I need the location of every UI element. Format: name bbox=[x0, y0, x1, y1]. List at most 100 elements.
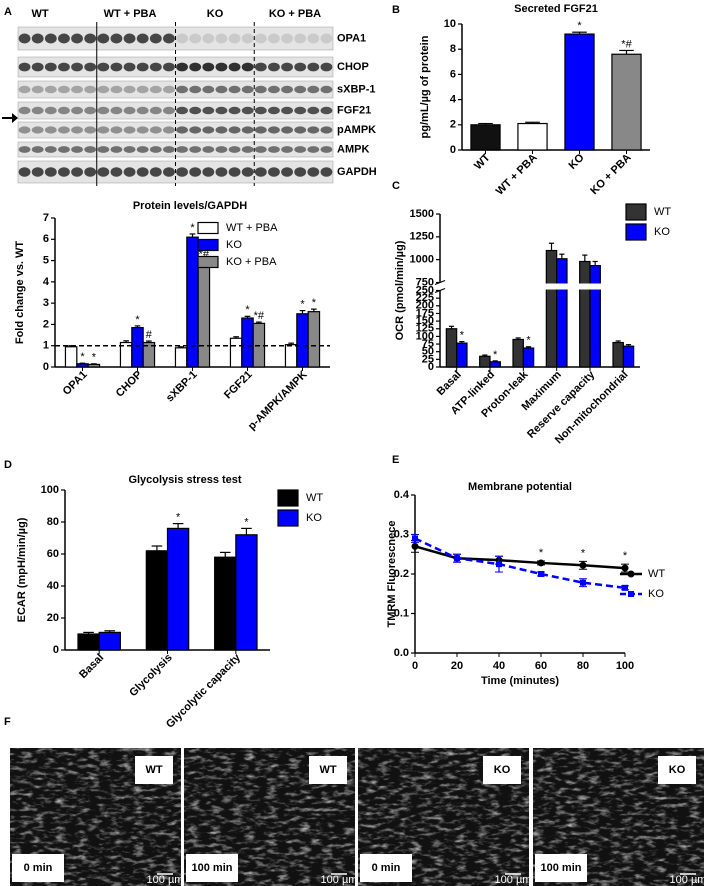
blot-band bbox=[44, 167, 57, 177]
y-tick-label: 20 bbox=[47, 612, 59, 624]
blot-band bbox=[163, 167, 175, 177]
legend-label: WT bbox=[654, 206, 671, 218]
legend-swatch bbox=[625, 203, 647, 221]
blot-band bbox=[268, 85, 280, 94]
blot-band bbox=[31, 106, 44, 115]
time-label: 100 min bbox=[192, 862, 233, 874]
y-tick-label: 0 bbox=[450, 144, 456, 156]
blot-band bbox=[110, 85, 123, 94]
blot-band bbox=[176, 33, 188, 44]
x-tick-label: KO + PBA bbox=[588, 152, 633, 197]
blot-band bbox=[163, 33, 175, 44]
blot-band bbox=[136, 62, 149, 72]
micrograph: KO 100 min 100 µm bbox=[533, 748, 706, 886]
blot-band bbox=[31, 167, 44, 177]
blot-band bbox=[123, 106, 136, 115]
lane-group-label: KO bbox=[207, 8, 224, 20]
blot-band bbox=[58, 146, 70, 153]
blot-band bbox=[228, 167, 241, 177]
y-tick-label: 10 bbox=[444, 18, 456, 30]
genotype-box bbox=[658, 756, 696, 784]
blot-band bbox=[307, 62, 320, 72]
blot-band bbox=[71, 126, 83, 134]
blot-band bbox=[31, 85, 44, 94]
blot-band bbox=[268, 146, 280, 153]
y-axis-label: pg/mL/µg of protein bbox=[419, 35, 431, 138]
blot-band bbox=[97, 106, 110, 115]
blot-band bbox=[123, 167, 136, 177]
significance-mark: * bbox=[245, 304, 250, 316]
bar bbox=[545, 249, 558, 368]
bar bbox=[522, 347, 535, 368]
bar bbox=[589, 265, 601, 368]
blot-band bbox=[254, 85, 267, 94]
blot-band bbox=[58, 85, 70, 94]
blot-band bbox=[254, 167, 267, 177]
legend-label: KO bbox=[306, 512, 322, 524]
blot-band bbox=[241, 33, 254, 44]
y-tick-label: 6 bbox=[450, 68, 456, 80]
blot-band bbox=[294, 85, 307, 94]
bar bbox=[307, 311, 321, 368]
blot-band bbox=[268, 126, 280, 134]
blot-band bbox=[215, 167, 228, 177]
x-tick-label: sXBP-1 bbox=[164, 369, 200, 405]
blot-band bbox=[202, 33, 215, 44]
data-point bbox=[621, 564, 629, 572]
blot-band bbox=[307, 33, 320, 44]
blot-band bbox=[149, 167, 162, 177]
blot-band bbox=[18, 85, 31, 94]
genotype-label: WT bbox=[145, 764, 162, 776]
blot-band bbox=[97, 85, 110, 94]
panel-label: F bbox=[4, 716, 11, 728]
genotype-label: WT bbox=[319, 764, 336, 776]
blot-band bbox=[176, 167, 188, 177]
series-line bbox=[414, 537, 626, 590]
band-label: FGF21 bbox=[337, 104, 371, 116]
bar bbox=[579, 260, 591, 368]
blot-band bbox=[294, 33, 307, 44]
blot-band bbox=[228, 85, 241, 94]
blot-band bbox=[281, 146, 293, 153]
blot-band bbox=[136, 85, 149, 94]
blot-band bbox=[71, 167, 83, 177]
significance-mark: * bbox=[526, 335, 531, 347]
significance-mark: # bbox=[146, 329, 153, 341]
blot-band bbox=[44, 85, 57, 94]
band-label: GAPDH bbox=[337, 166, 377, 178]
legend-label: WT bbox=[648, 568, 665, 580]
legend-label: KO bbox=[226, 239, 242, 251]
genotype-box bbox=[309, 756, 347, 784]
x-tick-label: WT bbox=[472, 151, 493, 172]
significance-mark: * bbox=[581, 547, 586, 559]
data-point bbox=[496, 561, 502, 568]
bar bbox=[512, 338, 524, 368]
blot-band bbox=[163, 126, 175, 134]
blot-band bbox=[110, 146, 123, 153]
bar bbox=[241, 317, 254, 368]
lane-group-label: WT + PBA bbox=[104, 8, 157, 20]
bar bbox=[296, 313, 309, 368]
blot-band bbox=[31, 126, 44, 134]
significance-mark: * bbox=[176, 512, 181, 524]
blot-band bbox=[281, 62, 293, 72]
time-box bbox=[12, 854, 64, 882]
significance-mark: * bbox=[493, 349, 498, 361]
blot-band bbox=[18, 167, 31, 177]
blot-band bbox=[71, 146, 83, 153]
y-tick-label: 8 bbox=[450, 43, 456, 55]
genotype-box bbox=[135, 756, 173, 784]
x-tick-label: Basal bbox=[77, 652, 106, 681]
blot-band bbox=[320, 106, 333, 115]
blot-band bbox=[97, 146, 110, 153]
time-box bbox=[360, 854, 412, 882]
panel-label: B bbox=[392, 4, 400, 16]
blot-band bbox=[136, 106, 149, 115]
blot-band bbox=[149, 146, 162, 153]
blot-band bbox=[281, 85, 293, 94]
y-tick-label: 200 bbox=[416, 300, 434, 312]
bar bbox=[174, 347, 188, 368]
blot-band bbox=[189, 167, 202, 177]
blot-band bbox=[320, 146, 333, 153]
blot-band bbox=[149, 85, 162, 94]
